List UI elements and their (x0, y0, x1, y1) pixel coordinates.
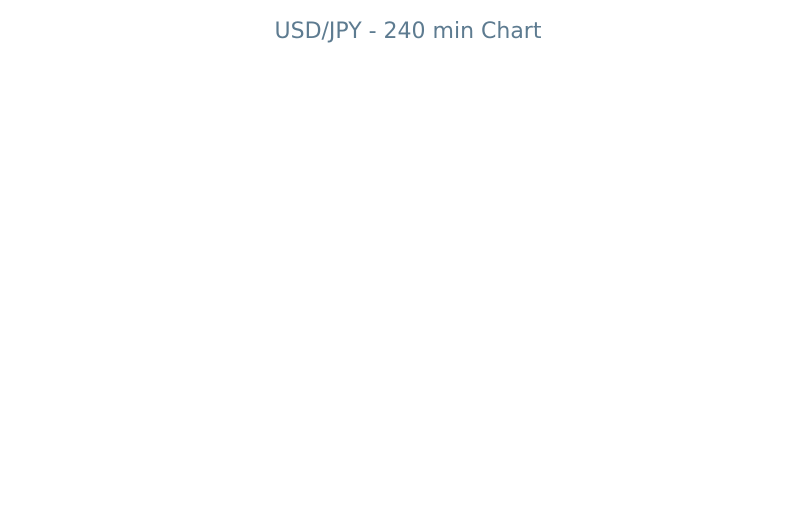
chart-title: USD/JPY - 240 min Chart (275, 19, 542, 44)
